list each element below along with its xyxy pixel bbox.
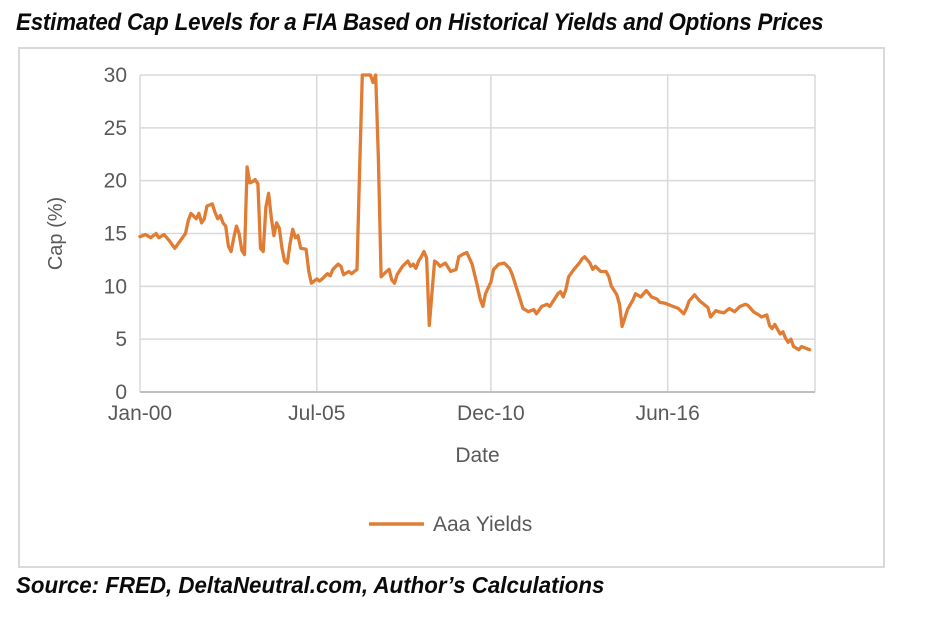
y-tick-label: 10 <box>104 275 127 298</box>
chart-title: Estimated Cap Levels for a FIA Based on … <box>16 9 824 36</box>
y-tick-label: 20 <box>104 170 127 193</box>
x-tick-label: Jun-16 <box>636 402 700 425</box>
aaa-yields-line <box>138 73 812 352</box>
cap-chart: 0 5 10 15 20 25 30 Jan-00 Jul-05 Dec-10 Jun-16 Date… <box>18 47 885 568</box>
x-tick-label: Dec-10 <box>457 402 525 425</box>
y-tick-label: 15 <box>104 223 127 246</box>
y-tick-label: 30 <box>104 64 127 87</box>
x-tick-label: Jul-05 <box>288 402 345 425</box>
chart-frame: 0 5 10 15 20 25 30 Jan-00 Jul-05 Dec-10 Jun-16 Date… <box>18 47 885 568</box>
y-tick-label: 0 <box>115 381 127 404</box>
chart-border <box>18 47 885 568</box>
x-tick-label: Jan-00 <box>108 402 172 425</box>
legend-label: Aaa Yields <box>433 513 532 536</box>
y-axis-title: Cap (%) <box>45 197 67 270</box>
y-tick-label: 5 <box>115 328 127 351</box>
y-tick-label: 25 <box>104 117 127 140</box>
x-axis-title: Date <box>455 444 499 467</box>
source-note: Source: FRED, DeltaNeutral.com, Author’s… <box>16 572 605 598</box>
